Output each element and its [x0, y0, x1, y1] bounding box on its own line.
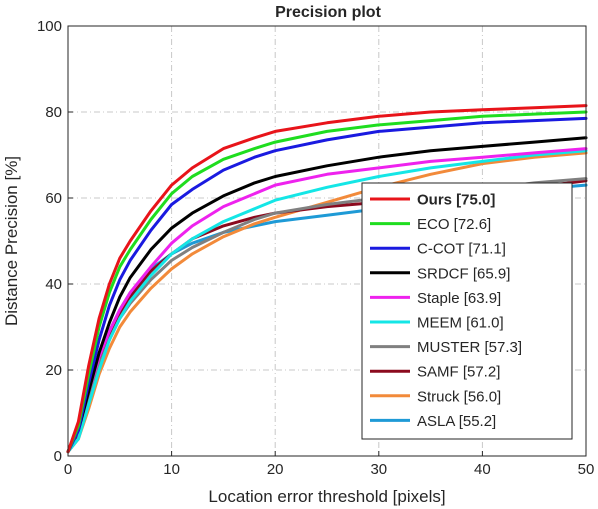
y-axis-label: Distance Precision [%]	[2, 156, 21, 326]
x-axis-label: Location error threshold [pixels]	[208, 487, 445, 506]
series-line-c-cot	[66, 116, 588, 454]
legend-label: MUSTER [57.3]	[417, 339, 522, 356]
x-tick-label: 10	[163, 461, 180, 478]
legend-label: ECO [72.6]	[417, 216, 491, 233]
y-tick-label: 0	[54, 448, 62, 465]
y-axis-ticks: 0 20 40 60 80 100	[37, 18, 73, 465]
x-tick-label: 50	[578, 461, 595, 478]
legend-label: Ours [75.0]	[417, 192, 495, 209]
legend-label: Staple [63.9]	[417, 290, 501, 307]
legend: Ours [75.0] ECO [72.6] C-COT [71.1] SRDCF […	[361, 182, 573, 440]
series-line-eco	[66, 110, 588, 454]
x-tick-label: 20	[267, 461, 284, 478]
legend-label: SRDCF [65.9]	[417, 265, 510, 282]
legend-label: SAMF [57.2]	[417, 364, 500, 381]
legend-label: Struck [56.0]	[417, 388, 501, 405]
x-tick-label: 0	[64, 461, 72, 478]
y-tick-label: 40	[45, 276, 62, 293]
x-tick-label: 30	[370, 461, 387, 478]
legend-label: ASLA [55.2]	[417, 413, 496, 430]
y-tick-label: 100	[37, 18, 62, 35]
series-line-ours	[66, 104, 588, 454]
plot-frame	[67, 25, 587, 457]
series-line-srdcf	[66, 136, 588, 454]
y-tick-label: 60	[45, 190, 62, 207]
y-tick-label: 80	[45, 104, 62, 121]
legend-label: C-COT [71.1]	[417, 241, 506, 258]
legend-label: MEEM [61.0]	[417, 315, 504, 332]
chart-title: Precision plot	[275, 4, 381, 21]
series-line-meem	[66, 149, 588, 454]
x-axis-ticks: 0 10 20 30 40 50	[64, 451, 595, 478]
x-tick-label: 40	[474, 461, 491, 478]
y-tick-label: 20	[45, 362, 62, 379]
